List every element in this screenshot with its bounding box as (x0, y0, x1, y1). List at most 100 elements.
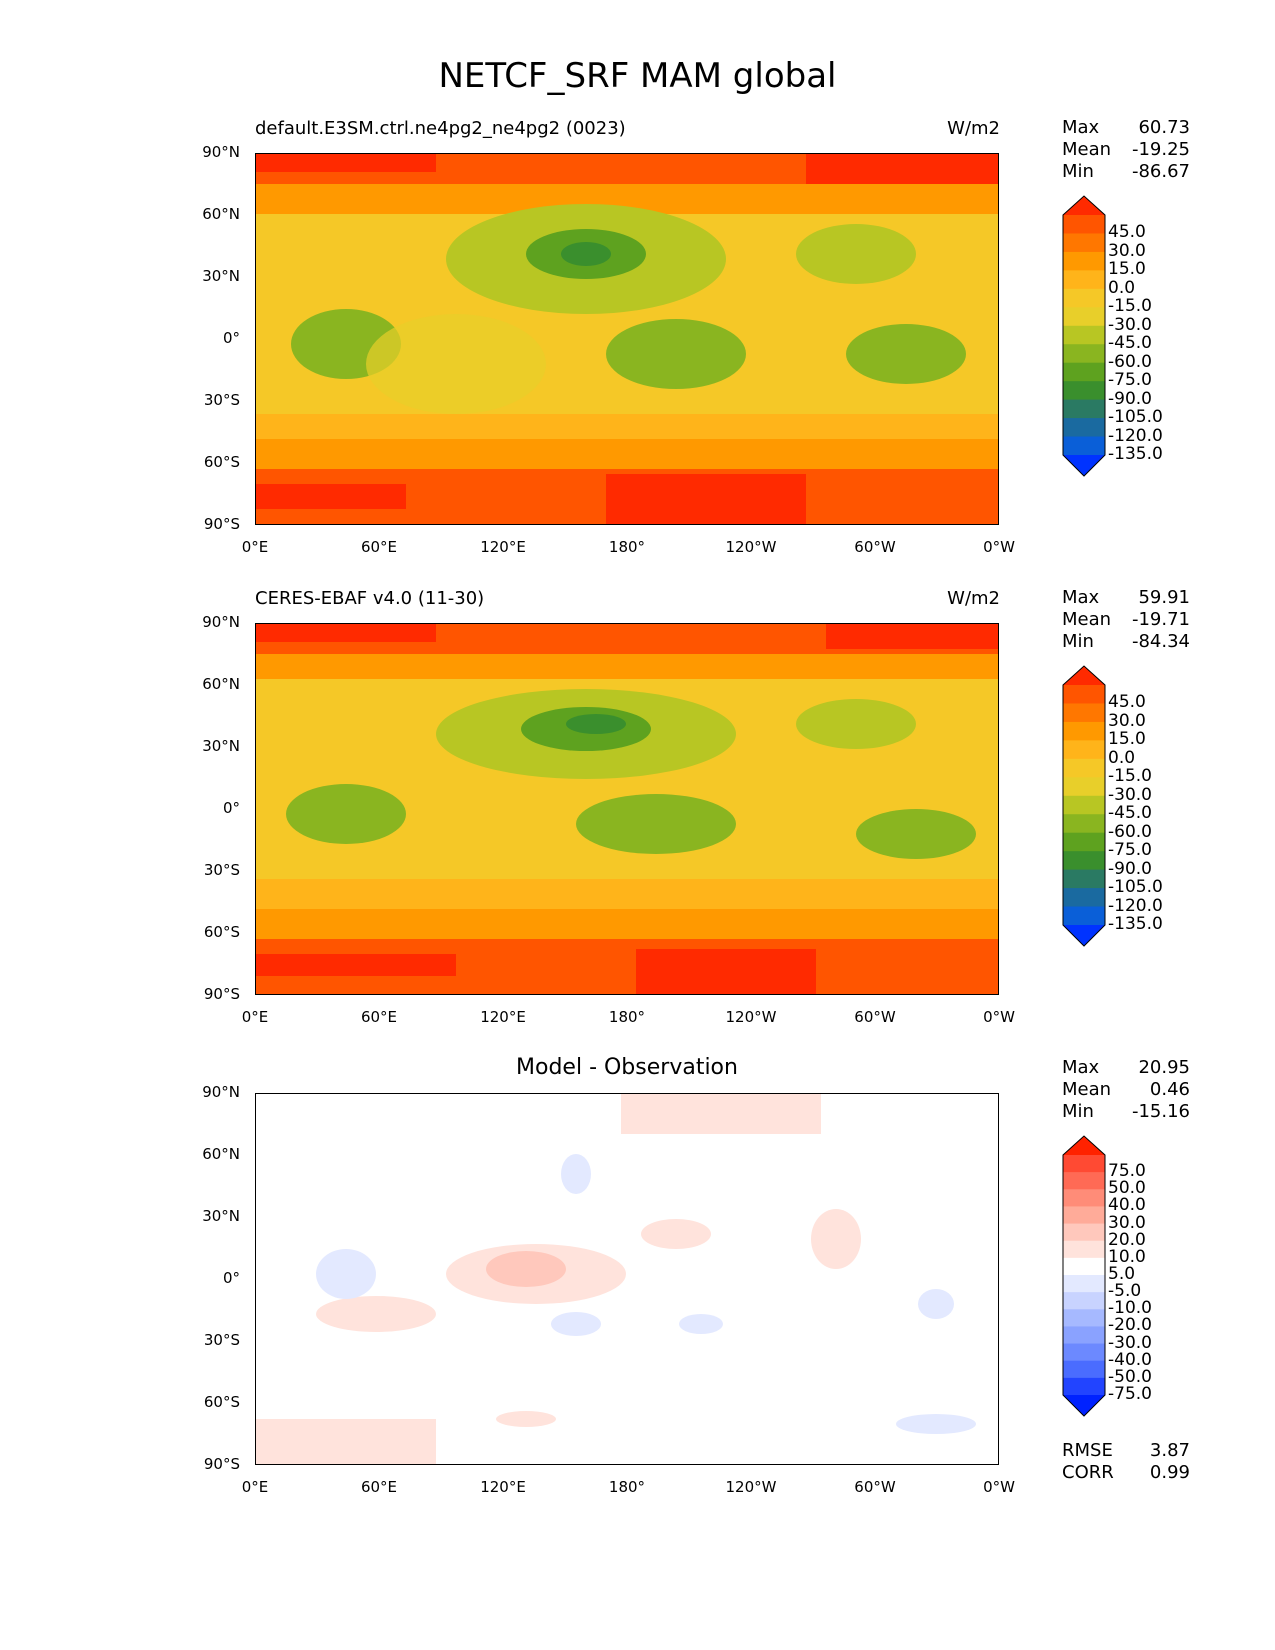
colorbar-segment (1063, 251, 1105, 271)
panel-diff: Model - Observation 90°N 60°N 30°N 0° 30… (0, 1050, 1275, 1520)
lat-tick: 90°N (202, 143, 240, 161)
colorbar-tick-label: -135.0 (1108, 914, 1163, 934)
lat-tick: 60°N (202, 205, 240, 223)
colorbar-segment (1063, 1206, 1105, 1225)
colorbar-tick-label: -30.0 (1108, 314, 1152, 335)
colorbar-segment (1063, 1172, 1105, 1190)
colorbar-outline (1062, 195, 1106, 477)
lon-tick: 120°W (725, 538, 777, 556)
colorbar-segment (1063, 1360, 1105, 1379)
colorbar-segment (1063, 795, 1105, 815)
colorbar-graphic (1062, 195, 1106, 477)
colorbar-tick-label: 0.0 (1108, 277, 1136, 298)
lat-tick: 0° (222, 1269, 240, 1287)
stat-label: CORR (1062, 1462, 1114, 1483)
stat-max: 60.73 (1138, 117, 1190, 138)
colorbar-segment (1063, 381, 1105, 401)
stat-label: Min (1062, 1101, 1094, 1122)
colorbar-segment (1063, 1343, 1105, 1362)
lat-tick: 90°S (203, 515, 240, 533)
lat-tick: 90°S (203, 985, 240, 1003)
colorbar-tick-label: -120.0 (1108, 425, 1163, 446)
colorbar-tick-label: 45.0 (1108, 692, 1146, 713)
stat-label: RMSE (1062, 1440, 1113, 1461)
lon-tick: 60°W (854, 538, 896, 556)
contour-map-model (256, 154, 998, 524)
colorbar-tick-label: 30.0 (1108, 240, 1146, 261)
colorbar-tick-label: -105.0 (1108, 877, 1163, 898)
colorbar-segment (1063, 399, 1105, 419)
lon-tick: 120°W (725, 1478, 777, 1496)
colorbar-segment (1063, 1275, 1105, 1293)
colorbar-segment (1063, 270, 1105, 290)
colorbar-tick-label: -40.0 (1108, 1349, 1152, 1370)
colorbar-segment (1063, 1326, 1105, 1345)
colorbar-graphic (1062, 1135, 1106, 1417)
lon-tick: 60°E (360, 1008, 398, 1026)
stat-max: 59.91 (1138, 587, 1190, 608)
colorbar-tick-label: -5.0 (1108, 1281, 1142, 1302)
stat-min: -15.16 (1131, 1101, 1190, 1122)
lat-tick: 90°N (202, 613, 240, 631)
lon-tick: 180° (608, 1008, 646, 1026)
colorbar-field: 45.0 30.0 15.0 0.0 -15.0 -30.0 -45.0 -60.0 -75.0… (1062, 665, 1194, 947)
colorbar-tick-label: -120.0 (1108, 895, 1163, 916)
colorbar-segment (1063, 215, 1105, 234)
colorbar-segment (1063, 685, 1105, 704)
stat-label: Min (1062, 631, 1094, 652)
colorbar-extend-min (1063, 455, 1105, 476)
colorbar-tick-label: -60.0 (1108, 821, 1152, 842)
map-diff (255, 1093, 999, 1465)
lon-tick: 0°W (983, 1478, 1015, 1496)
lon-tick: 120°E (480, 1478, 526, 1496)
colorbar-segment (1063, 740, 1105, 760)
colorbar-segment (1063, 1240, 1105, 1259)
stat-label: Mean (1062, 139, 1112, 160)
stat-label: Mean (1062, 1079, 1112, 1100)
lat-tick: 30°S (203, 861, 240, 879)
colorbar-tick-label: -90.0 (1108, 388, 1152, 409)
colorbar-tick-label: -75.0 (1108, 370, 1152, 391)
colorbar-segment (1063, 1377, 1105, 1396)
colorbar-segment (1063, 832, 1105, 852)
colorbar-tick-label: 75.0 (1108, 1161, 1146, 1182)
lon-tick: 120°W (725, 1008, 777, 1026)
colorbar-segment (1063, 906, 1105, 926)
lon-tick: 120°E (480, 1008, 526, 1026)
colorbar-segment (1063, 436, 1105, 456)
colorbar-tick-label: -15.0 (1108, 296, 1152, 317)
colorbar-tick-label: 50.0 (1108, 1178, 1146, 1199)
lon-tick: 60°W (854, 1008, 896, 1026)
colorbar-segment (1063, 288, 1105, 308)
lon-tick: 180° (608, 1478, 646, 1496)
colorbar-tick-label: 10.0 (1108, 1246, 1146, 1267)
stats-box: Max 60.73 Mean -19.25 Min -86.67 (1062, 117, 1190, 183)
panel-units: W/m2 (947, 118, 1000, 139)
lon-tick: 0°E (241, 1008, 269, 1026)
lat-tick: 30°N (202, 1207, 240, 1225)
colorbar-segment (1063, 814, 1105, 834)
stat-mean: -19.25 (1131, 139, 1190, 160)
stat-label: Max (1062, 1057, 1100, 1078)
stats-box: Max 59.91 Mean -19.71 Min -84.34 (1062, 587, 1190, 653)
colorbar-outline (1062, 1135, 1106, 1417)
lon-tick: 180° (608, 538, 646, 556)
colorbar-segment (1063, 1309, 1105, 1327)
map-obs (255, 623, 999, 995)
colorbar-segment (1063, 344, 1105, 364)
stat-max: 20.95 (1138, 1057, 1190, 1078)
lon-tick: 0°W (983, 1008, 1015, 1026)
colorbar-segment (1063, 362, 1105, 382)
error-stats-box: RMSE 3.87 CORR 0.99 (1062, 1440, 1190, 1484)
lat-tick: 60°S (203, 1393, 240, 1411)
stat-mean: 0.46 (1149, 1079, 1190, 1100)
colorbar-tick-label: -75.0 (1108, 840, 1152, 861)
colorbar-tick-label: -90.0 (1108, 858, 1152, 879)
colorbar-segment (1063, 721, 1105, 741)
colorbar-graphic (1062, 665, 1106, 947)
lat-tick: 30°N (202, 737, 240, 755)
colorbar-segment (1063, 1155, 1105, 1173)
colorbar-segment (1063, 418, 1105, 438)
colorbar-tick-label: 40.0 (1108, 1195, 1146, 1216)
colorbar-segment (1063, 869, 1105, 889)
